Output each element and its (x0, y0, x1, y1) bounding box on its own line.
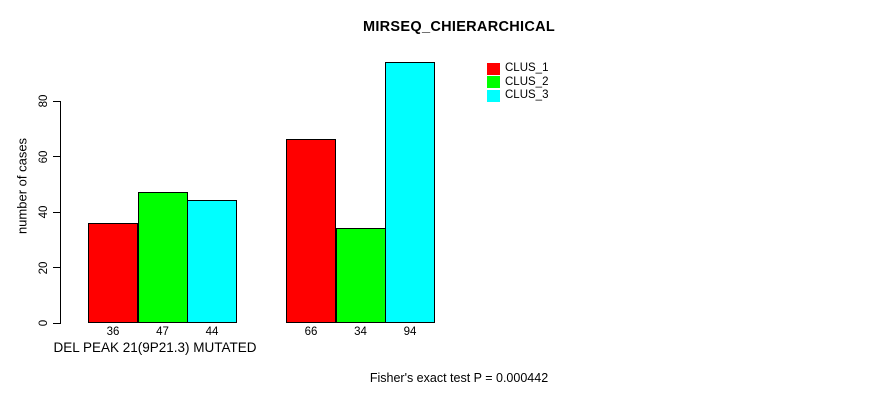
y-tick-label: 0 (38, 319, 50, 327)
bar-clus_2-group2 (335, 228, 386, 324)
legend-label: CLUS_1 (505, 62, 549, 74)
legend-swatch (487, 76, 500, 89)
stat-annotation: Fisher's exact test P = 0.000442 (369, 371, 549, 385)
y-tick-mark (53, 211, 60, 213)
legend-swatch (487, 89, 500, 102)
bar-clus_1-group1 (88, 222, 138, 324)
y-axis-line (60, 100, 61, 324)
legend-swatch (487, 62, 500, 75)
x-axis-group-label: DEL PEAK 21(9P21.3) MUTATED (53, 340, 257, 355)
bar-value-label: 94 (403, 326, 417, 338)
legend: CLUS_1 CLUS_2 CLUS_3 (487, 62, 548, 103)
legend-item: CLUS_2 (487, 76, 548, 90)
legend-item: CLUS_3 (487, 89, 548, 103)
y-tick-label: 80 (38, 94, 50, 108)
bar-clus_1-group2 (286, 139, 336, 324)
bar-value-label: 36 (106, 326, 120, 338)
y-tick-label: 60 (38, 150, 50, 163)
bar-value-label: 34 (354, 326, 367, 338)
bar-clus_3-group1 (187, 200, 237, 324)
chart-title: MIRSEQ_CHIERARCHICAL (362, 19, 556, 35)
legend-label: CLUS_2 (505, 75, 549, 88)
bar-value-label: 47 (156, 326, 169, 338)
y-tick-mark (53, 100, 60, 102)
bar-clus_3-group2 (385, 61, 435, 324)
bar-value-label: 44 (205, 326, 219, 338)
y-tick-label: 20 (38, 261, 50, 274)
y-tick-mark (53, 322, 60, 324)
bar-clus_2-group1 (137, 192, 188, 324)
y-tick-label: 40 (38, 205, 50, 219)
legend-item: CLUS_1 (487, 62, 548, 76)
y-tick-mark (53, 267, 60, 268)
bar-value-label: 66 (304, 326, 318, 338)
y-tick-mark (53, 156, 60, 157)
legend-label: CLUS_3 (505, 89, 549, 101)
